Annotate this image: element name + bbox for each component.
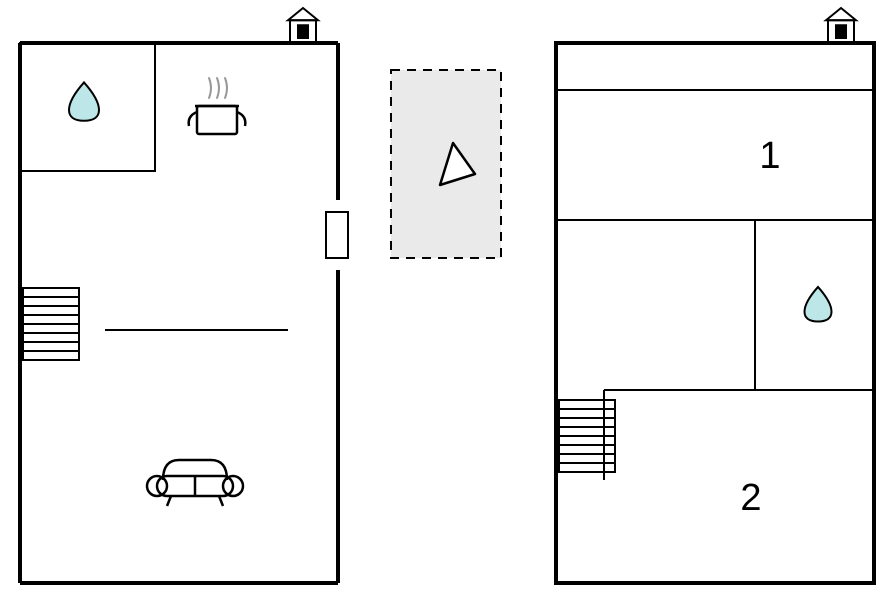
water-droplet-icon (805, 287, 832, 322)
room-1 (556, 90, 874, 220)
chimney-icon (288, 8, 318, 43)
room-1-label: 1 (759, 135, 780, 177)
entry-door (326, 212, 348, 258)
stairs-icon (23, 288, 79, 360)
room-2-label: 2 (740, 477, 761, 519)
floorplan-diagram: 12 (0, 0, 896, 597)
water-droplet-icon (69, 82, 99, 120)
sofa-icon (147, 460, 243, 506)
cooking-pot-icon (189, 78, 246, 134)
stairs-icon (559, 400, 615, 472)
chimney-icon (826, 8, 856, 43)
left-floor-outline (20, 43, 338, 583)
